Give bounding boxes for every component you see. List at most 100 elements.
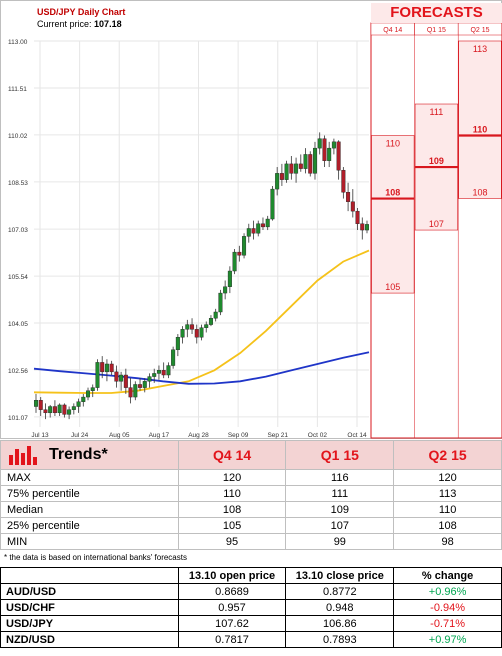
fx-open: 107.62	[177, 615, 287, 632]
candle-body	[57, 404, 62, 414]
candle-body	[346, 192, 351, 202]
trends-footnote: * the data is based on international ban…	[4, 553, 187, 562]
chart-area: 113.00 111.51 110.02 108.53 107.03 105.54 104.…	[0, 0, 502, 439]
current-price-value: 107.18	[94, 19, 122, 29]
trends-col-header: Q4 14	[177, 440, 287, 470]
candle-body	[322, 138, 327, 161]
candle-body	[48, 406, 53, 414]
forecast-col-label: Q4 14	[383, 27, 402, 34]
fx-pair: USD/CHF	[0, 599, 179, 616]
candle-body	[303, 154, 308, 169]
trends-cell: 95	[177, 533, 287, 550]
candle-body	[133, 384, 138, 398]
fx-row: NZD/USD 0.7817 0.7893 +0.97%	[0, 631, 502, 648]
candle-body	[104, 363, 109, 373]
candle-body	[360, 223, 365, 231]
candle-body	[152, 373, 157, 377]
candle-body	[194, 329, 199, 338]
y-tick-label: 101.07	[8, 415, 28, 422]
candle-body	[246, 228, 251, 237]
trends-col-header: Q2 15	[393, 440, 502, 470]
trends-cell: 110	[393, 501, 502, 518]
y-tick-label: 102.56	[8, 368, 28, 375]
candle-body	[260, 223, 265, 228]
candle-body	[156, 370, 161, 374]
candle-body	[67, 409, 72, 415]
forecast-median-label: 109	[429, 156, 444, 166]
current-price: Current price: 107.18	[37, 19, 122, 29]
candle-body	[213, 311, 218, 319]
fx-change: -0.71%	[393, 615, 502, 632]
candle-body	[327, 147, 332, 161]
candle-body	[265, 218, 270, 228]
trends-row-label: MAX	[0, 469, 179, 486]
trends-cell: 110	[177, 485, 287, 502]
candle-body	[365, 224, 370, 231]
candle-body	[279, 173, 284, 180]
candle-body	[336, 141, 341, 171]
y-tick-label: 108.53	[8, 180, 28, 187]
trends-title: Trends*	[49, 446, 108, 464]
candle-body	[171, 349, 176, 366]
candle-body	[355, 210, 360, 224]
candle-body	[114, 371, 119, 382]
trends-cell: 120	[393, 469, 502, 486]
candle-body	[350, 201, 355, 212]
x-tick-label: Jul 13	[31, 432, 49, 439]
candle-body	[109, 363, 114, 373]
candle-body	[289, 163, 294, 174]
candle-body	[275, 173, 280, 190]
forecasts-title: FORECASTS	[371, 3, 502, 23]
y-tick-label: 105.54	[8, 274, 28, 281]
fx-header-cell: 13.10 open price	[177, 567, 287, 584]
fx-close: 106.86	[285, 615, 395, 632]
candle-body	[180, 329, 185, 338]
forecast-min-label: 108	[472, 188, 487, 198]
candle-body	[251, 228, 256, 234]
fx-pair: AUD/USD	[0, 583, 179, 600]
candle-body	[308, 154, 313, 174]
candle-body	[81, 396, 86, 402]
y-tick-label: 104.05	[8, 321, 28, 328]
candle-body	[223, 286, 228, 294]
y-tick-label: 111.51	[8, 86, 27, 93]
candle-body	[142, 381, 147, 388]
fx-close: 0.8772	[285, 583, 395, 600]
candle-body	[128, 387, 133, 398]
trends-row-label: 75% percentile	[0, 485, 179, 502]
fx-change: +0.96%	[393, 583, 502, 600]
candle-body	[199, 327, 204, 338]
fx-row: USD/CHF 0.957 0.948 -0.94%	[0, 599, 502, 616]
candle-body	[256, 223, 261, 234]
x-tick-label: Aug 05	[109, 432, 130, 439]
trends-row: Median 108 109 110	[0, 501, 502, 518]
fx-change: -0.94%	[393, 599, 502, 616]
trends-header-row: Trends* Q4 14 Q1 15 Q2 15	[0, 440, 502, 470]
trends-cell: 116	[285, 469, 395, 486]
trends-title-cell: Trends*	[0, 440, 179, 470]
x-tick-label: Jul 24	[71, 432, 89, 439]
fx-header-row: 13.10 open price 13.10 close price % cha…	[0, 567, 502, 584]
candle-body	[341, 169, 346, 193]
fx-open: 0.7817	[177, 631, 287, 648]
fx-row: AUD/USD 0.8689 0.8772 +0.96%	[0, 583, 502, 600]
trends-table: Trends* Q4 14 Q1 15 Q2 15 MAX 120 116 12…	[0, 440, 502, 550]
candle-body	[331, 141, 336, 149]
trends-cell: 109	[285, 501, 395, 518]
forecast-median-label: 110	[473, 125, 488, 135]
candle-body	[71, 406, 76, 410]
y-tick-label: 113.00	[8, 39, 28, 46]
trends-row: MAX 120 116 120	[0, 469, 502, 486]
candle-body	[123, 374, 128, 388]
forecast-band	[371, 135, 415, 294]
current-price-label: Current price:	[37, 19, 92, 29]
forecast-col-label: Q2 15	[470, 27, 489, 34]
trends-row-label: MIN	[0, 533, 179, 550]
x-tick-label: Aug 17	[149, 432, 170, 439]
x-tick-label: Sep 09	[228, 432, 249, 439]
trends-cell: 99	[285, 533, 395, 550]
x-tick-label: Oct 14	[347, 432, 367, 439]
forecast-max-label: 110	[386, 139, 400, 149]
candle-body	[95, 362, 100, 388]
candle-body	[284, 163, 289, 180]
